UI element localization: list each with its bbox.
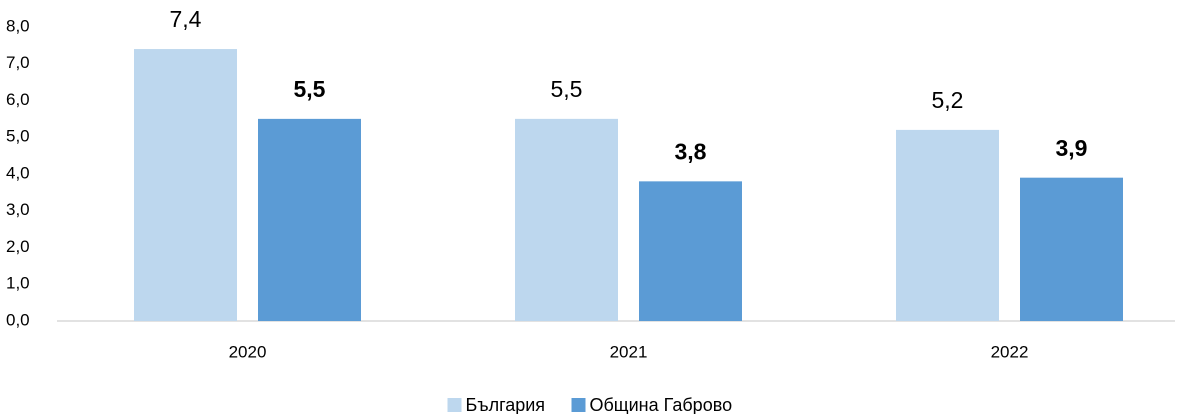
y-tick-label: 6,0 bbox=[6, 90, 30, 109]
y-tick-label: 0,0 bbox=[6, 310, 30, 329]
data-label: 5,5 bbox=[551, 76, 583, 102]
bar bbox=[134, 49, 237, 322]
bar bbox=[258, 118, 361, 321]
bar bbox=[515, 118, 618, 321]
y-tick-label: 4,0 bbox=[6, 163, 30, 182]
y-tick-label: 8,0 bbox=[6, 16, 30, 35]
y-tick-label: 7,0 bbox=[6, 53, 30, 72]
legend-swatch bbox=[571, 398, 586, 412]
y-tick-label: 3,0 bbox=[6, 200, 30, 219]
bar bbox=[639, 181, 742, 321]
legend-label: България bbox=[466, 395, 546, 414]
x-tick-label: 2020 bbox=[229, 342, 267, 361]
bar bbox=[1020, 177, 1123, 321]
legend-label: Община Габрово bbox=[590, 395, 733, 414]
data-label: 5,2 bbox=[932, 87, 964, 113]
data-label: 3,8 bbox=[675, 138, 707, 164]
data-label: 3,9 bbox=[1056, 135, 1088, 161]
y-tick-label: 2,0 bbox=[6, 237, 30, 256]
x-tick-label: 2022 bbox=[991, 342, 1029, 361]
data-label: 5,5 bbox=[294, 76, 326, 102]
legend-swatch bbox=[447, 398, 462, 412]
x-tick-label: 2021 bbox=[610, 342, 648, 361]
y-tick-label: 1,0 bbox=[6, 274, 30, 293]
bar bbox=[896, 129, 999, 321]
y-tick-label: 5,0 bbox=[6, 127, 30, 146]
data-label: 7,4 bbox=[170, 6, 202, 32]
